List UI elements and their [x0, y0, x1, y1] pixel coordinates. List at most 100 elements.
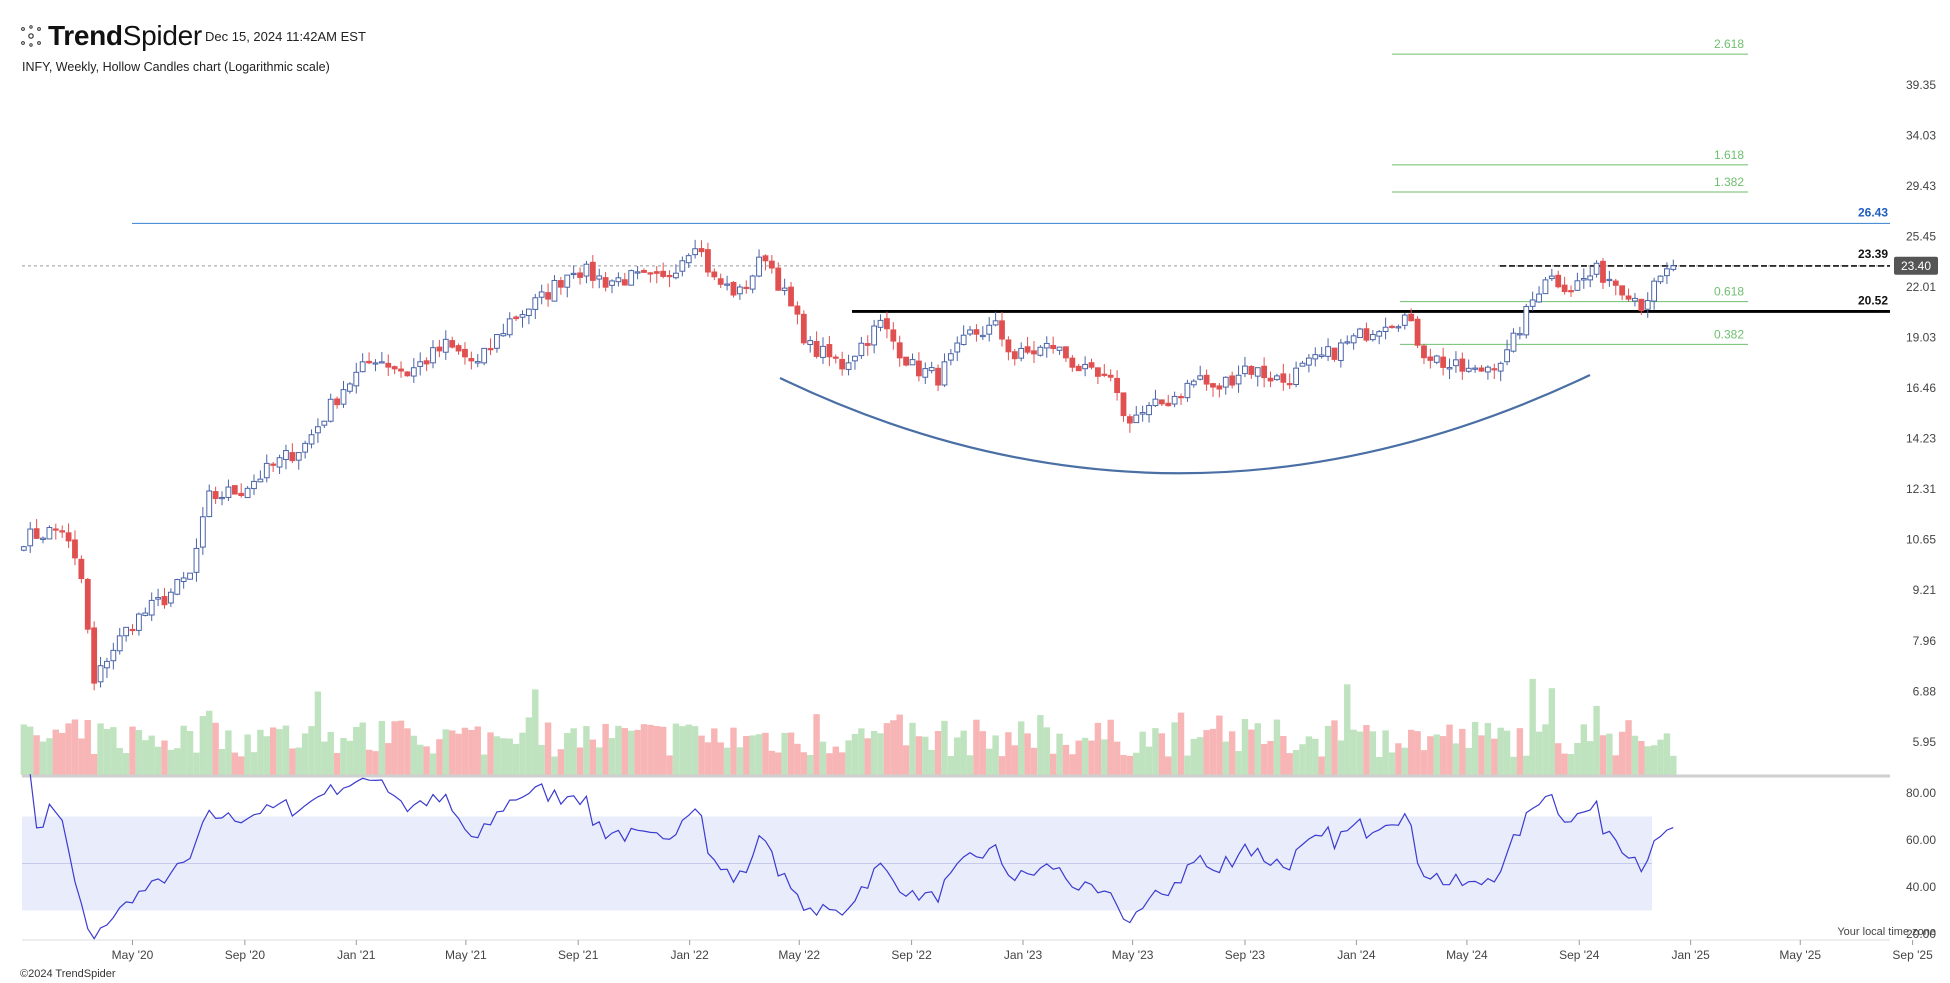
candle	[788, 282, 794, 307]
candle	[148, 592, 155, 621]
volume-bar	[851, 733, 859, 775]
candle	[142, 607, 149, 617]
brand-logo[interactable]: TrendSpider	[20, 20, 202, 52]
volume-bar	[397, 720, 405, 775]
candle-body	[794, 305, 801, 315]
candle-body	[353, 371, 360, 387]
candle	[302, 440, 309, 459]
candle-body	[251, 480, 257, 490]
candle-body	[1069, 357, 1076, 368]
candle-body	[1005, 339, 1012, 353]
volume-bar	[544, 722, 552, 775]
volume-bar	[359, 722, 366, 775]
fib-label-1.618: 1.618	[1714, 148, 1744, 162]
volume-bar	[627, 730, 635, 775]
candle	[1350, 333, 1357, 350]
candle-body	[660, 270, 667, 277]
volume-bar	[1459, 728, 1466, 775]
candle-body	[410, 367, 417, 377]
candle	[1261, 357, 1268, 388]
candle	[519, 310, 526, 328]
candle	[116, 627, 123, 655]
volume-bar	[480, 754, 488, 775]
candle	[1574, 272, 1581, 291]
candle-body	[1178, 396, 1184, 399]
volume-bar	[1376, 756, 1383, 775]
candle-body	[1248, 365, 1255, 375]
volume-bar	[1184, 755, 1191, 775]
candle-body	[570, 272, 577, 276]
candle	[768, 255, 775, 274]
volume-bar	[1260, 743, 1268, 775]
candle-body	[72, 539, 78, 559]
candle	[40, 536, 46, 544]
volume-bar	[672, 723, 680, 775]
candle-body	[820, 345, 826, 358]
volume-bar	[819, 741, 827, 775]
volume-bar	[1203, 730, 1210, 775]
volume-bar	[295, 747, 302, 775]
candle-body	[1203, 374, 1210, 385]
volume-bar	[679, 726, 686, 775]
volume-bar	[327, 731, 334, 775]
volume-bar	[1056, 733, 1063, 775]
candle-body	[545, 292, 551, 300]
candle	[1095, 367, 1101, 385]
volume-bar	[1478, 735, 1485, 775]
volume-bar	[468, 729, 475, 775]
candle-body	[1299, 362, 1306, 367]
candle-body	[442, 338, 449, 353]
candle-body	[1146, 404, 1152, 416]
candle	[91, 621, 98, 691]
candle	[1664, 262, 1670, 284]
candle	[59, 525, 66, 538]
candle-body	[1120, 392, 1127, 417]
candle	[180, 572, 187, 589]
candle-body	[564, 274, 571, 288]
y-tick-label: 22.01	[1906, 280, 1936, 294]
volume-bar	[922, 736, 929, 775]
candle-body	[705, 249, 711, 273]
volume-bar	[1631, 735, 1639, 775]
volume-bar	[730, 727, 737, 775]
candle	[698, 240, 705, 257]
candle	[46, 525, 53, 540]
volume-bar	[813, 714, 820, 775]
candle	[123, 626, 130, 642]
candle	[513, 315, 520, 322]
candle	[992, 311, 999, 327]
volume-bar	[787, 732, 795, 775]
x-tick-label: Sep '24	[1559, 948, 1600, 962]
volume-bar	[385, 743, 392, 775]
volume-bar	[289, 748, 296, 775]
candle-body	[1600, 260, 1606, 283]
candle	[557, 276, 564, 295]
candle-body	[698, 248, 705, 253]
candle	[762, 254, 769, 271]
volume-bar	[826, 753, 833, 775]
candle-body	[1478, 367, 1485, 372]
candle-body	[327, 398, 334, 422]
candle-body	[1440, 356, 1447, 368]
candle-body	[430, 347, 436, 364]
candle-body	[1580, 278, 1587, 281]
volume-bar	[39, 741, 47, 775]
volume-bar	[564, 732, 571, 775]
candle	[110, 642, 117, 670]
candle	[410, 358, 417, 384]
volume-bar	[736, 747, 744, 775]
candle	[1670, 259, 1677, 272]
candle	[244, 486, 251, 499]
candle-body	[366, 360, 372, 364]
volume-bar	[1574, 742, 1581, 775]
candle	[1107, 369, 1114, 382]
candle-body	[634, 271, 641, 274]
candle-body	[199, 516, 206, 548]
volume-bar	[512, 743, 520, 775]
candle-body	[78, 558, 85, 580]
candle-body	[436, 346, 443, 352]
volume-bar	[1069, 754, 1076, 775]
candle-body	[1427, 356, 1434, 361]
candle-body	[813, 340, 820, 357]
